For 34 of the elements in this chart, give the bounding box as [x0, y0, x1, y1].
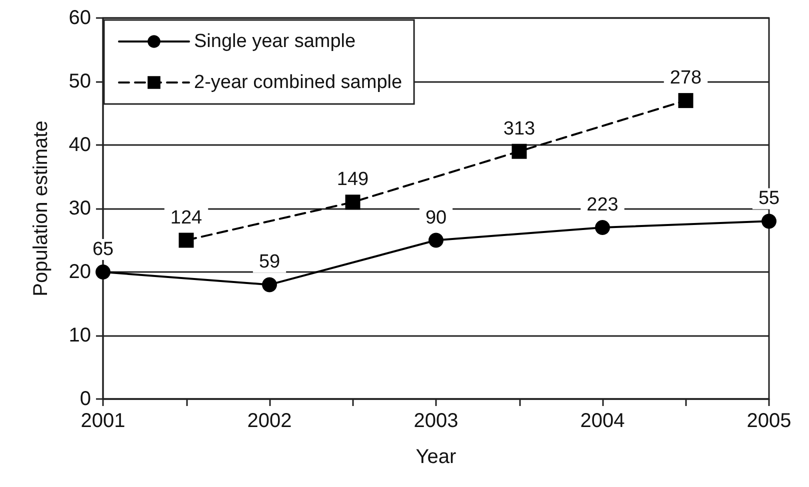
x-axis-title: Year [416, 446, 457, 468]
y-tick-label: 50 [68, 70, 91, 92]
annotation: 124 [170, 207, 203, 228]
point [96, 264, 110, 280]
point [678, 93, 694, 108]
point [345, 194, 360, 210]
point [428, 232, 444, 248]
y-tick-label: 20 [68, 261, 91, 283]
y-axis-title: Population estimate [30, 120, 52, 296]
point [512, 144, 527, 159]
x-tick-label: 2003 [414, 410, 458, 432]
annotation: 65 [92, 239, 114, 260]
y-tick-label: 10 [68, 324, 91, 346]
y-tick-label: 30 [68, 198, 91, 220]
x-tick-label: 2002 [247, 410, 292, 432]
annotation: 55 [758, 188, 780, 210]
annotation: 278 [670, 68, 702, 89]
point [595, 220, 610, 236]
y-tick-label: 40 [68, 134, 91, 156]
point [762, 214, 776, 229]
annotation: 90 [425, 207, 447, 228]
point [178, 232, 194, 248]
point [262, 277, 277, 292]
x-tick-label: 2005 [746, 410, 792, 432]
x-tick-label: 2001 [80, 410, 126, 432]
legend-label: Single year sample [194, 31, 356, 52]
annotation: 149 [336, 169, 369, 190]
legend-label: 2-year combined sample [194, 72, 402, 93]
x-tick-label: 2004 [580, 410, 625, 432]
y-tick-label: 0 [80, 388, 91, 410]
annotation: 223 [586, 194, 618, 216]
y-tick-label: 60 [68, 7, 91, 29]
annotation: 313 [503, 118, 536, 140]
annotation: 59 [258, 252, 280, 273]
